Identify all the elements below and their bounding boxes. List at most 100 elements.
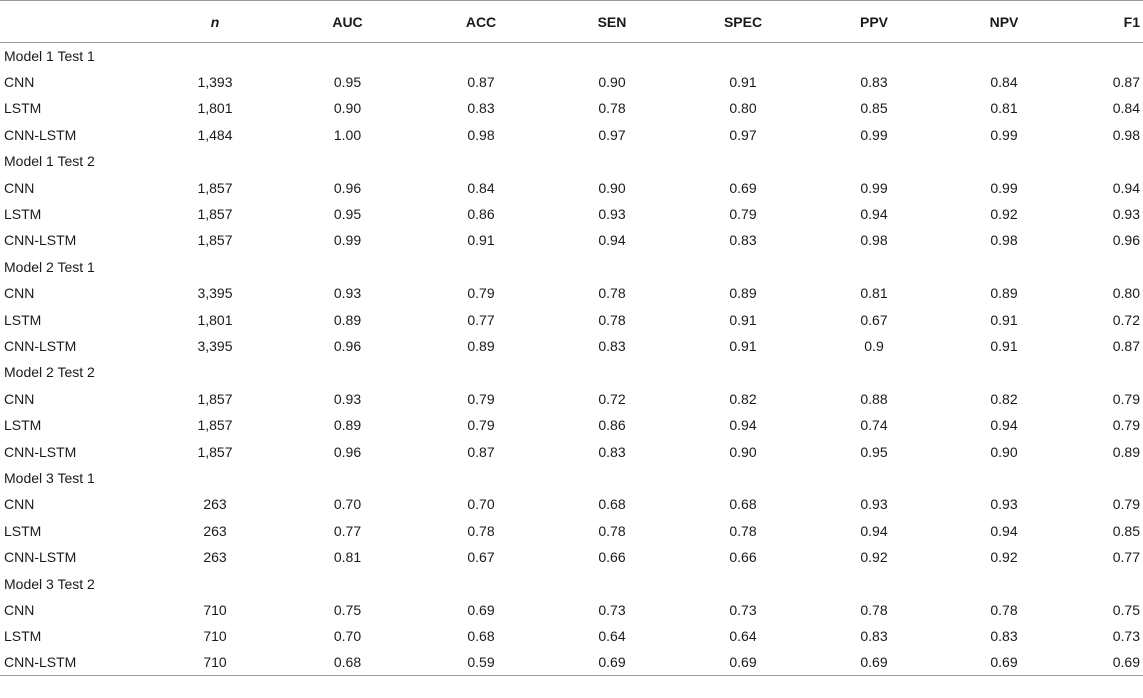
cell-spec: 0.89 <box>729 285 757 302</box>
header-label <box>0 0 150 43</box>
cell-spec: 0.83 <box>729 232 757 249</box>
cell-ppv: 0.88 <box>860 390 888 407</box>
table-row: CNN-LSTM 710 0.68 0.59 0.69 0.69 0.69 0.69 0.69 <box>0 649 1143 677</box>
cell-ppv: 0.93 <box>860 496 888 513</box>
group-title: Model 2 Test 2 <box>4 364 95 381</box>
cell-f1: 0.94 <box>1112 179 1140 196</box>
header-npv: NPV <box>939 0 1069 43</box>
cell-spec: 0.91 <box>729 311 757 328</box>
cell-auc: 0.70 <box>333 628 362 645</box>
table-row: LSTM 1,801 0.90 0.83 0.78 0.80 0.85 0.81 0.84 <box>0 95 1143 121</box>
cell-n: 1,857 <box>197 417 233 434</box>
header-spec: SPEC <box>677 0 809 43</box>
table-row: LSTM 1,857 0.89 0.79 0.86 0.94 0.74 0.94 0.79 <box>0 412 1143 438</box>
cell-auc: 1.00 <box>333 126 362 143</box>
results-table-container: n AUC ACC SEN SPEC PPV NPV F1 Model 1 Te… <box>0 0 1143 677</box>
row-label: CNN <box>4 601 35 618</box>
cell-spec: 0.94 <box>729 417 757 434</box>
cell-spec: 0.91 <box>729 74 757 91</box>
cell-ppv: 0.98 <box>860 232 888 249</box>
cell-n: 1,801 <box>197 100 233 117</box>
cell-ppv: 0.9 <box>864 337 884 354</box>
cell-npv: 0.99 <box>990 179 1018 196</box>
cell-spec: 0.69 <box>677 649 809 677</box>
cell-n: 1,857 <box>197 232 233 249</box>
cell-f1: 0.85 <box>1112 522 1140 539</box>
cell-npv: 0.94 <box>990 417 1018 434</box>
cell-acc: 0.86 <box>467 206 495 223</box>
cell-n: 263 <box>203 549 227 566</box>
cell-acc: 0.79 <box>467 285 495 302</box>
cell-acc: 0.91 <box>467 232 495 249</box>
cell-ppv: 0.69 <box>809 649 939 677</box>
row-label: CNN <box>4 390 35 407</box>
table-header-row: n AUC ACC SEN SPEC PPV NPV F1 <box>0 0 1143 43</box>
cell-auc: 0.96 <box>333 337 362 354</box>
cell-acc: 0.70 <box>467 496 495 513</box>
group-title: Model 3 Test 2 <box>4 575 95 592</box>
header-sen: SEN <box>547 0 677 43</box>
cell-f1: 0.75 <box>1112 601 1140 618</box>
cell-acc: 0.79 <box>467 417 495 434</box>
cell-ppv: 0.78 <box>860 601 888 618</box>
group-header-row: Model 3 Test 2 <box>0 570 1143 596</box>
cell-sen: 0.90 <box>598 179 626 196</box>
cell-n: 1,484 <box>197 126 233 143</box>
row-label: CNN-LSTM <box>4 337 77 354</box>
cell-f1: 0.79 <box>1112 417 1140 434</box>
group-title: Model 2 Test 1 <box>4 258 95 275</box>
table-row: CNN 1,393 0.95 0.87 0.90 0.91 0.83 0.84 0.87 <box>0 69 1143 95</box>
row-label: CNN <box>4 179 35 196</box>
group-header-row: Model 1 Test 2 <box>0 148 1143 174</box>
cell-sen: 0.86 <box>598 417 626 434</box>
cell-sen: 0.73 <box>598 601 626 618</box>
row-label: LSTM <box>4 311 42 328</box>
cell-acc: 0.84 <box>467 179 495 196</box>
cell-sen: 0.78 <box>598 522 626 539</box>
cell-npv: 0.84 <box>990 74 1018 91</box>
cell-spec: 0.90 <box>729 443 757 460</box>
row-label: CNN-LSTM <box>4 232 77 249</box>
table-row: LSTM 1,801 0.89 0.77 0.78 0.91 0.67 0.91 0.72 <box>0 306 1143 332</box>
cell-acc: 0.79 <box>467 390 495 407</box>
row-label: LSTM <box>4 628 42 645</box>
cell-npv: 0.93 <box>990 496 1018 513</box>
cell-ppv: 0.99 <box>860 179 888 196</box>
cell-npv: 0.81 <box>990 100 1018 117</box>
cell-acc: 0.68 <box>467 628 495 645</box>
cell-acc: 0.77 <box>467 311 495 328</box>
cell-sen: 0.78 <box>598 311 626 328</box>
cell-ppv: 0.94 <box>860 522 888 539</box>
row-label: LSTM <box>4 100 42 117</box>
table-row: CNN 3,395 0.93 0.79 0.78 0.89 0.81 0.89 0.80 <box>0 280 1143 306</box>
cell-npv: 0.91 <box>990 337 1018 354</box>
cell-f1: 0.84 <box>1112 100 1140 117</box>
table-row: CNN 1,857 0.96 0.84 0.90 0.69 0.99 0.99 0.94 <box>0 174 1143 200</box>
header-n: n <box>150 0 280 43</box>
results-table: n AUC ACC SEN SPEC PPV NPV F1 Model 1 Te… <box>0 0 1143 677</box>
cell-sen: 0.83 <box>598 337 626 354</box>
group-title: Model 1 Test 1 <box>4 47 95 64</box>
group-header-row: Model 3 Test 1 <box>0 465 1143 491</box>
header-ppv: PPV <box>809 0 939 43</box>
cell-f1: 0.80 <box>1112 285 1140 302</box>
cell-ppv: 0.85 <box>860 100 888 117</box>
cell-f1: 0.93 <box>1112 206 1140 223</box>
cell-spec: 0.73 <box>729 601 757 618</box>
cell-n: 1,393 <box>197 74 233 91</box>
header-auc: AUC <box>280 0 415 43</box>
row-label: CNN <box>4 496 35 513</box>
cell-sen: 0.72 <box>598 390 626 407</box>
cell-ppv: 0.95 <box>860 443 888 460</box>
cell-auc: 0.68 <box>280 649 415 677</box>
cell-spec: 0.69 <box>729 179 757 196</box>
table-row: CNN-LSTM 263 0.81 0.67 0.66 0.66 0.92 0.92 0.77 <box>0 544 1143 570</box>
cell-auc: 0.95 <box>333 74 362 91</box>
row-label: CNN-LSTM <box>4 126 77 143</box>
cell-sen: 0.83 <box>598 443 626 460</box>
cell-sen: 0.78 <box>598 285 626 302</box>
cell-auc: 0.90 <box>333 100 362 117</box>
row-label: CNN-LSTM <box>0 649 150 677</box>
cell-n: 1,857 <box>197 179 233 196</box>
cell-f1: 0.87 <box>1112 337 1140 354</box>
